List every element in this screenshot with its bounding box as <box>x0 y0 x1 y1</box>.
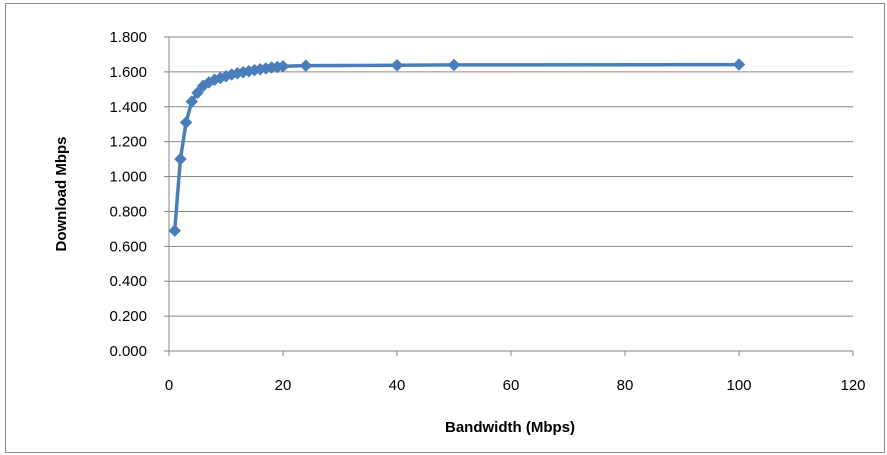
grid-lines <box>169 36 853 317</box>
y-tick-label: 1.000 <box>109 169 147 186</box>
chart-frame <box>5 3 885 453</box>
series-line <box>172 62 740 231</box>
series-layer <box>168 58 746 237</box>
x-tick-label: 80 <box>617 377 634 394</box>
y-tick-label: 0.800 <box>109 203 147 220</box>
y-axis-title: Download Mbps <box>53 137 70 252</box>
y-tick-label: 1.400 <box>109 99 147 116</box>
data-point <box>299 59 313 72</box>
data-point <box>390 58 404 72</box>
y-tick-label: 1.800 <box>109 29 147 46</box>
y-tick-label: 0.000 <box>109 343 147 360</box>
y-tick-label: 0.600 <box>109 238 147 255</box>
x-tick-label: 40 <box>389 377 406 394</box>
x-tick-labels: 0 20 40 60 80 100 120 <box>165 377 866 394</box>
data-point <box>185 95 199 108</box>
data-point <box>174 152 187 166</box>
y-tick-label: 1.600 <box>109 64 147 81</box>
axes <box>164 36 854 356</box>
x-tick-label: 100 <box>726 377 751 394</box>
x-tick-label: 120 <box>840 377 865 394</box>
y-tick-label: 1.200 <box>109 134 147 151</box>
data-point <box>168 224 182 237</box>
data-point <box>732 58 746 71</box>
x-tick-label: 20 <box>275 377 292 394</box>
data-point <box>276 59 290 73</box>
x-axis-title: Bandwidth (Mbps) <box>445 419 575 436</box>
x-tick-label: 0 <box>165 377 173 394</box>
y-tick-label: 0.400 <box>109 273 147 290</box>
y-tick-labels: 0.000 0.200 0.400 0.600 0.800 1.000 1.200 1.400… <box>109 29 147 360</box>
x-tick-label: 60 <box>503 377 520 394</box>
data-point <box>191 86 204 100</box>
data-point <box>179 116 193 129</box>
data-point <box>447 58 461 72</box>
y-tick-label: 0.200 <box>109 308 147 325</box>
